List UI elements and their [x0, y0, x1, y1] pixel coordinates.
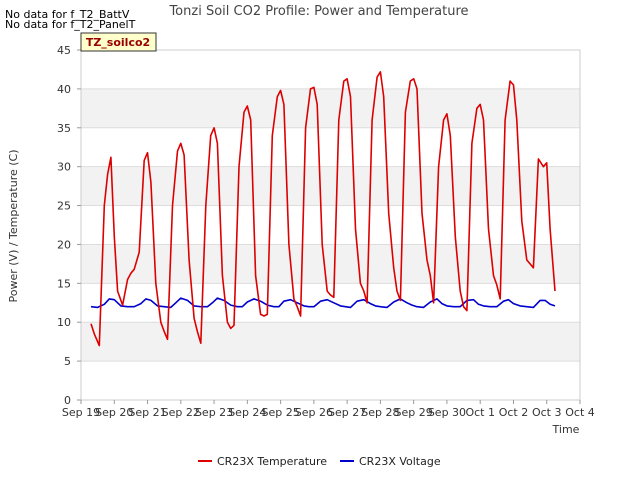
x-tick-label: Sep 20 — [95, 406, 133, 419]
y-axis-label: Power (V) / Temperature (C) — [7, 149, 20, 302]
plot-bands — [81, 50, 580, 400]
plot-band — [81, 88, 580, 128]
y-tick-label: 15 — [57, 277, 71, 290]
x-tick-label: Oct 1 — [465, 406, 495, 419]
plot-band — [81, 283, 580, 323]
plot-band — [81, 166, 580, 206]
x-tick-label: Sep 28 — [361, 406, 399, 419]
y-tick-label: 45 — [57, 44, 71, 57]
x-tick-label: Sep 25 — [261, 406, 299, 419]
x-tick-label: Sep 30 — [428, 406, 466, 419]
y-tick-label: 30 — [57, 161, 71, 174]
y-tick-label: 40 — [57, 83, 71, 96]
legend-label: CR23X Temperature — [217, 455, 327, 468]
x-tick-label: Oct 3 — [532, 406, 562, 419]
series-layer — [90, 71, 556, 347]
voltage-series-line — [90, 297, 556, 309]
x-tick-label: Sep 24 — [228, 406, 266, 419]
plot-band — [81, 50, 580, 89]
plot-band — [81, 244, 580, 284]
y-tick-label: 5 — [64, 355, 71, 368]
y-tick-label: 20 — [57, 238, 71, 251]
x-tick-label: Sep 26 — [295, 406, 333, 419]
x-tick-label: Oct 4 — [565, 406, 595, 419]
x-tick-label: Sep 21 — [128, 406, 166, 419]
site-badge-label: TZ_soilco2 — [86, 36, 150, 49]
y-tick-label: 10 — [57, 316, 71, 329]
x-tick-label: Sep 29 — [395, 406, 433, 419]
plot-band — [81, 361, 580, 400]
x-tick-label: Sep 22 — [162, 406, 200, 419]
x-axis-label: Time — [552, 423, 580, 436]
plot-band — [81, 127, 580, 167]
y-tick-label: 25 — [57, 200, 71, 213]
y-tick-label: 0 — [64, 394, 71, 407]
y-axis-ticks: 0 5 10 15 20 25 30 35 40 45 — [57, 44, 81, 407]
no-data-note-battv: No data for f_T2_BattV — [5, 8, 130, 21]
plot-band — [81, 322, 580, 362]
x-tick-label: Oct 2 — [499, 406, 529, 419]
chart-title: Tonzi Soil CO2 Profile: Power and Temper… — [168, 4, 468, 19]
temperature-series-line — [90, 71, 556, 347]
plot-band — [81, 205, 580, 245]
y-tick-label: 35 — [57, 122, 71, 135]
no-data-note-panelt: No data for f_T2_PanelT — [5, 18, 136, 31]
plot-frame — [80, 49, 581, 401]
legend-label: CR23X Voltage — [359, 455, 441, 468]
x-tick-label: Sep 23 — [195, 406, 233, 419]
x-tick-label: Sep 19 — [62, 406, 100, 419]
x-tick-label: Sep 27 — [328, 406, 366, 419]
legend: CR23X Temperature CR23X Voltage — [198, 455, 441, 468]
site-badge: TZ_soilco2 — [80, 32, 157, 52]
site-badge-box — [80, 32, 157, 52]
